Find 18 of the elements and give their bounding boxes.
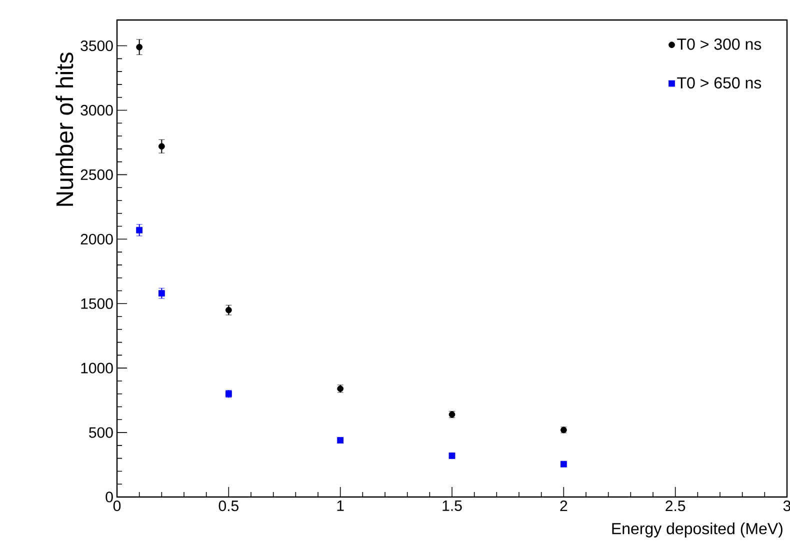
y-tick-label: 1500 xyxy=(81,298,113,309)
x-tick-label: 1.5 xyxy=(442,500,462,511)
y-tick-label: 0 xyxy=(106,492,113,502)
x-tick-label: 2.5 xyxy=(666,500,686,512)
y-tick-label: 500 xyxy=(89,427,113,438)
x-tick-label: 2 xyxy=(560,500,568,512)
x-tick-label: 0 xyxy=(113,500,121,512)
y-tick-label: 2500 xyxy=(80,169,113,180)
y-tick-label: 2000 xyxy=(80,234,113,244)
x-tick-label: 1 xyxy=(337,500,344,511)
x-axis-title: Energy deposited (MeV) xyxy=(612,522,782,538)
legend-label: T0 > 300 ns xyxy=(677,38,762,50)
x-tick-label: 0.5 xyxy=(218,500,238,512)
y-tick-label: 1000 xyxy=(81,362,113,374)
legend-label: T0 > 650 ns xyxy=(677,77,762,89)
y-tick-label: 3500 xyxy=(80,40,113,52)
y-axis-title: Number of hits xyxy=(56,52,74,206)
y-tick-label: 3000 xyxy=(80,104,113,116)
